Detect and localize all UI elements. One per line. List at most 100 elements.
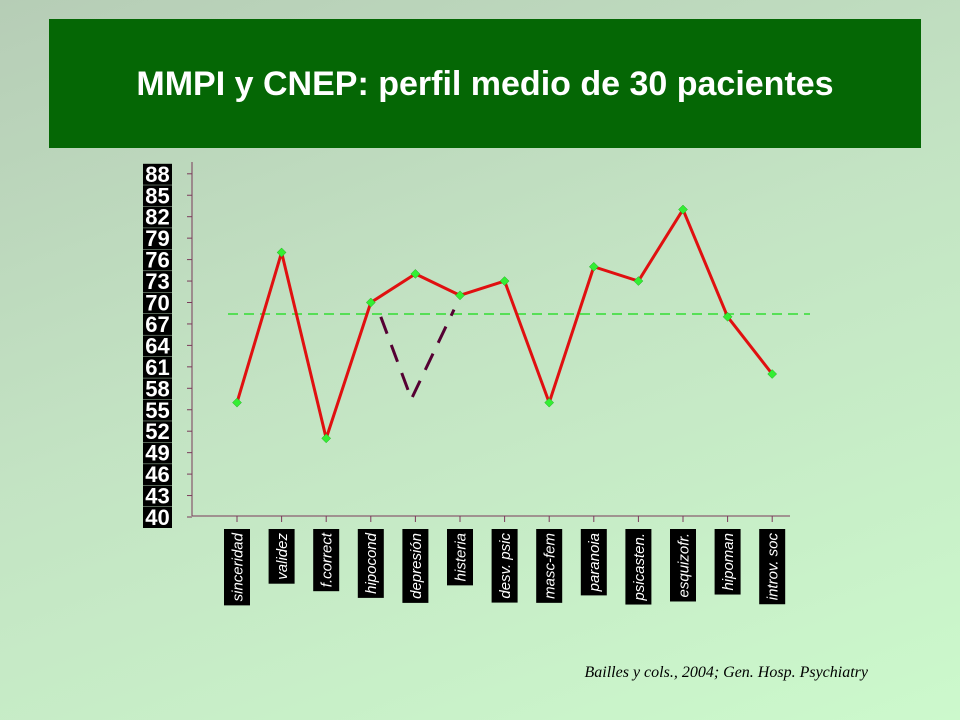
- y-tick-label-bg: [143, 206, 172, 228]
- y-tick-label: 82: [145, 205, 169, 230]
- x-tick-label-introvsoc: introv. soc: [759, 529, 786, 605]
- y-axis: [187, 162, 193, 518]
- series-line-segment: [636, 208, 685, 283]
- series-line-segment: [726, 315, 774, 376]
- dip-annotation: [379, 309, 456, 403]
- y-tick-label: 76: [145, 248, 169, 273]
- x-tick-label-text: hipocond: [363, 532, 380, 594]
- data-point-desvpsic: [499, 276, 510, 286]
- data-point-sinceridad: [232, 397, 242, 408]
- x-tick-label-text: paranoia: [586, 533, 603, 592]
- x-tick-label-text: sinceridad: [229, 532, 246, 601]
- x-tick-label-bg: [536, 529, 563, 603]
- dip-annotation-group: [379, 309, 456, 403]
- markers-group: [232, 204, 778, 444]
- slide-title: MMPI y CNEP: perfil medio de 30 paciente…: [136, 64, 834, 103]
- series-line-segment: [235, 250, 284, 405]
- x-tick-label-text: hipoman: [720, 533, 737, 591]
- x-tick-label-text: psicasten.: [631, 533, 648, 602]
- y-tick-label-bg: [143, 249, 172, 271]
- x-tick-label-sinceridad: sinceridad: [224, 529, 250, 606]
- x-axis: [192, 515, 790, 522]
- y-tick-label: 61: [145, 355, 169, 380]
- x-tick-label-depresin: depresión: [402, 529, 429, 603]
- x-tick-label-text: masc-fem: [542, 533, 559, 599]
- x-tick-label-text: depresión: [408, 533, 425, 599]
- series-line-segment: [324, 301, 373, 440]
- x-tick-label-bg: [580, 529, 607, 596]
- y-tick-label-bg: [143, 464, 172, 486]
- y-tick-label-bg: [143, 163, 172, 185]
- data-point-paranoia: [588, 261, 599, 272]
- citation: Bailles y cols., 2004; Gen. Hosp. Psychi…: [584, 664, 869, 681]
- x-tick-label-text: esquizofr.: [675, 533, 692, 597]
- x-tick-label-bg: [759, 529, 786, 605]
- y-tick-label: 46: [145, 462, 169, 487]
- x-tick-label-histeria: histeria: [447, 529, 473, 586]
- y-tick-label-bg: [143, 185, 172, 207]
- series-line-segment: [681, 208, 730, 319]
- x-tick-label-text: desv. psic: [497, 533, 514, 599]
- y-tick-label: 58: [145, 376, 169, 401]
- data-point-psicasten: [633, 276, 644, 286]
- data-point-validez: [276, 247, 287, 258]
- data-point-mascfem: [544, 397, 555, 408]
- y-tick-label-bg: [143, 485, 172, 507]
- y-tick-label: 52: [145, 419, 169, 444]
- x-tick-label-bg: [625, 529, 652, 605]
- y-tick-label-bg: [143, 442, 172, 464]
- x-tick-label-bg: [224, 529, 250, 606]
- y-tick-label: 49: [145, 441, 169, 466]
- data-point-depresin: [410, 269, 421, 279]
- data-point-hipoman: [722, 311, 733, 322]
- x-tick-label-bg: [491, 529, 518, 603]
- y-tick-label: 40: [145, 505, 169, 530]
- series-line-segment: [369, 272, 417, 304]
- x-tick-label-text: histeria: [452, 533, 469, 581]
- x-tick-label-bg: [670, 529, 696, 602]
- x-tick-label-text: validez: [274, 533, 291, 580]
- y-tick-label-bg: [143, 421, 172, 443]
- x-tick-label-bg: [447, 529, 473, 586]
- x-tick-label-psicasten: psicasten.: [625, 529, 652, 605]
- series-line-segment: [458, 279, 507, 297]
- x-tick-label-validez: validez: [268, 529, 295, 584]
- y-tick-label: 85: [145, 183, 169, 208]
- series-group: [235, 208, 774, 440]
- y-tick-label-bg: [143, 313, 172, 335]
- data-point-esquizofr: [678, 204, 688, 215]
- x-tick-label-bg: [402, 529, 429, 603]
- y-tick-label-bg: [143, 378, 172, 400]
- y-tick-label: 67: [145, 312, 169, 337]
- y-tick-label: 43: [145, 484, 169, 509]
- series-line-segment: [280, 250, 328, 440]
- y-tick-label: 73: [145, 269, 169, 294]
- y-tick-label-bg: [143, 399, 172, 421]
- y-tick-label: 79: [145, 226, 169, 251]
- x-tick-label-esquizofr: esquizofr.: [670, 529, 696, 602]
- x-tick-label-desvpsic: desv. psic: [491, 529, 518, 603]
- data-point-histeria: [455, 290, 465, 301]
- x-tick-label-fcorrect: f.correct: [313, 529, 340, 592]
- series-line-segment: [547, 265, 596, 405]
- y-tick-label-bg: [143, 228, 172, 250]
- y-tick-label: 70: [145, 291, 169, 316]
- x-tick-label-paranoia: paranoia: [580, 529, 607, 596]
- x-tick-label-bg: [714, 529, 741, 595]
- x-tick-label-bg: [268, 529, 295, 584]
- y-tick-label: 88: [145, 162, 169, 187]
- data-point-introvsoc: [767, 369, 778, 379]
- y-tick-label-bg: [143, 335, 172, 357]
- x-tick-label-mascfem: masc-fem: [536, 529, 563, 603]
- y-tick-label-bg: [143, 271, 172, 293]
- y-tick-label-bg: [143, 292, 172, 314]
- x-tick-label-text: introv. soc: [765, 533, 782, 601]
- title-banner: MMPI y CNEP: perfil medio de 30 paciente…: [49, 19, 921, 148]
- x-tick-label-text: f.correct: [319, 532, 336, 587]
- data-point-fcorrect: [321, 433, 332, 444]
- data-point-hipocond: [365, 297, 376, 308]
- x-tick-label-bg: [313, 529, 340, 592]
- series-line-segment: [413, 272, 462, 297]
